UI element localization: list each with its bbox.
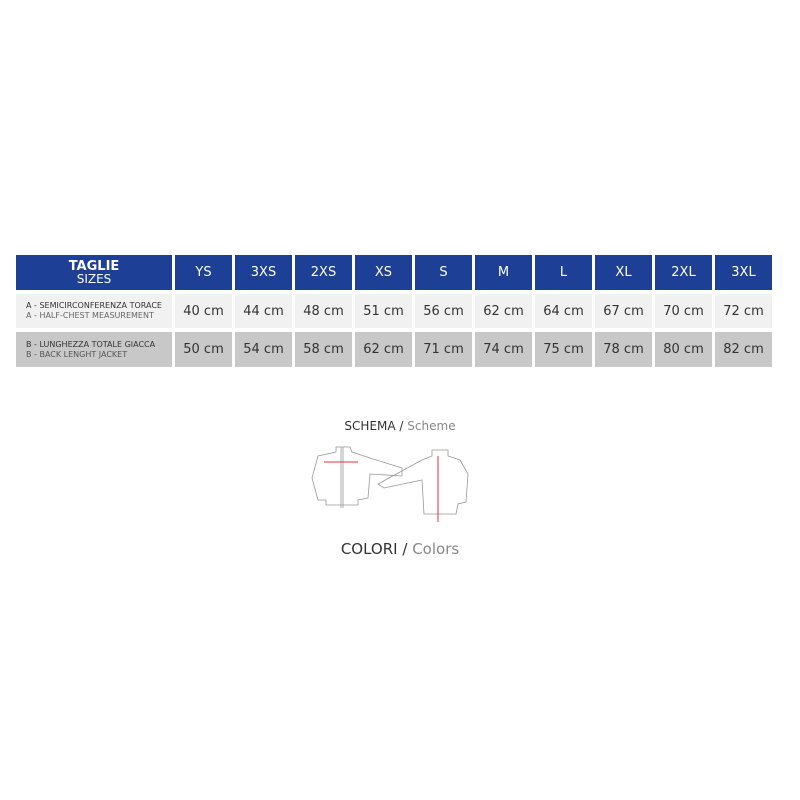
cell: 78 cm	[595, 332, 652, 367]
jacket-scheme-illustration	[311, 446, 469, 522]
cell: 56 cm	[415, 294, 472, 328]
cell: 70 cm	[655, 294, 712, 328]
scheme-caption: SCHEMA / Scheme	[0, 419, 800, 433]
row-label: B - LUNGHEZZA TOTALE GIACCA B - BACK LENG…	[16, 332, 172, 367]
size-header: 3XS	[235, 255, 292, 290]
cell: 54 cm	[235, 332, 292, 367]
cell: 62 cm	[355, 332, 412, 367]
sizes-header-en: SIZES	[76, 272, 112, 286]
header-row: TAGLIE SIZES YS 3XS 2XS XS S M L XL 2XL …	[16, 255, 772, 290]
colors-sep: /	[402, 540, 408, 558]
size-header: 2XL	[655, 255, 712, 290]
cell: 71 cm	[415, 332, 472, 367]
size-header: XL	[595, 255, 652, 290]
colors-caption: COLORI / Colors	[0, 540, 800, 558]
cell: 64 cm	[535, 294, 592, 328]
size-header: S	[415, 255, 472, 290]
sizes-header-it: TAGLIE	[68, 259, 120, 274]
size-header: XS	[355, 255, 412, 290]
cell: 40 cm	[175, 294, 232, 328]
sizes-header: TAGLIE SIZES	[16, 255, 172, 290]
cell: 67 cm	[595, 294, 652, 328]
jacket-front-icon	[311, 446, 403, 508]
cell: 80 cm	[655, 332, 712, 367]
cell: 51 cm	[355, 294, 412, 328]
cell: 75 cm	[535, 332, 592, 367]
cell: 62 cm	[475, 294, 532, 328]
cell: 74 cm	[475, 332, 532, 367]
table-row-length: B - LUNGHEZZA TOTALE GIACCA B - BACK LENG…	[16, 332, 772, 367]
row-label-en: B - BACK LENGHT JACKET	[26, 349, 128, 359]
scheme-label-en: Scheme	[407, 419, 456, 433]
size-header: 3XL	[715, 255, 772, 290]
size-header: M	[475, 255, 532, 290]
cell: 72 cm	[715, 294, 772, 328]
cell: 50 cm	[175, 332, 232, 367]
colors-label-it: COLORI	[340, 540, 398, 558]
row-label-it: A - SEMICIRCONFERENZA TORACE	[26, 301, 162, 310]
row-label: A - SEMICIRCONFERENZA TORACE A - HALF-CHE…	[16, 294, 172, 328]
colors-label-en: Colors	[412, 540, 460, 558]
cell: 82 cm	[715, 332, 772, 367]
row-label-it: B - LUNGHEZZA TOTALE GIACCA	[26, 339, 156, 349]
cell: 44 cm	[235, 294, 292, 328]
jacket-back-icon	[377, 449, 469, 522]
size-header: L	[535, 255, 592, 290]
size-header: 2XS	[295, 255, 352, 290]
table-row-chest: A - SEMICIRCONFERENZA TORACE A - HALF-CHE…	[16, 294, 772, 328]
size-table: TAGLIE SIZES YS 3XS 2XS XS S M L XL 2XL …	[13, 251, 775, 371]
size-header: YS	[175, 255, 232, 290]
cell: 58 cm	[295, 332, 352, 367]
scheme-sep: /	[399, 419, 404, 433]
row-label-en: A - HALF-CHEST MEASUREMENT	[26, 311, 154, 320]
cell: 48 cm	[295, 294, 352, 328]
scheme-label-it: SCHEMA	[344, 419, 396, 433]
